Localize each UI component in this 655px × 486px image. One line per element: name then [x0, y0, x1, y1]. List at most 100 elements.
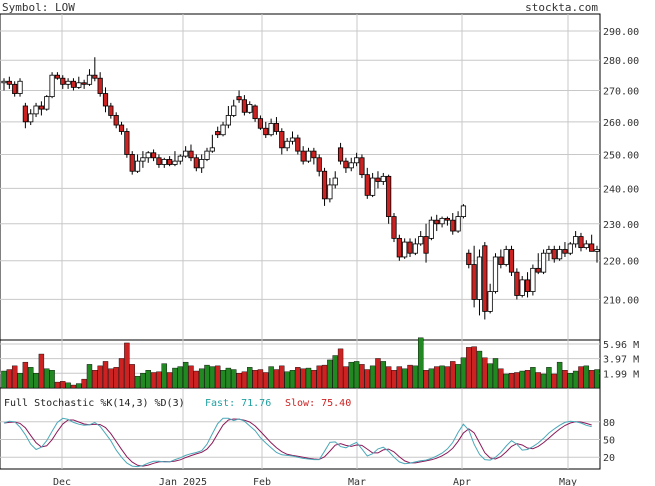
volume-bar — [588, 370, 595, 389]
volume-bar — [524, 370, 531, 389]
candle-body — [44, 96, 50, 110]
month-tick-label: Jan 2025 — [159, 477, 207, 486]
candle-body — [81, 82, 87, 85]
candle-body — [273, 123, 280, 132]
candle-body — [348, 162, 354, 169]
candle-body — [327, 184, 333, 200]
volume-tick-label: 5.96 M — [603, 340, 639, 351]
candle-body — [482, 245, 488, 312]
candle-body — [177, 155, 183, 162]
volume-bar — [129, 364, 135, 389]
volume-bar — [268, 366, 274, 389]
volume-bar — [118, 358, 125, 389]
candle-body — [353, 157, 360, 164]
volume-bar — [65, 382, 71, 389]
candle-body — [364, 174, 370, 196]
candle-body — [332, 177, 338, 186]
candle-body — [337, 147, 344, 162]
volume-bar — [156, 371, 162, 389]
site-label[interactable]: stockta.com — [525, 1, 598, 14]
volume-bar — [305, 367, 312, 389]
stochastic-lines — [3, 417, 592, 468]
candle-body — [375, 177, 381, 182]
candle-body — [370, 177, 376, 196]
candle-body — [263, 127, 269, 136]
volume-bar — [353, 361, 360, 389]
volume-bar — [113, 367, 119, 389]
candle-body — [215, 131, 221, 136]
candle-body — [257, 118, 264, 129]
candle-body — [108, 105, 114, 116]
month-tick-label: May — [559, 477, 577, 486]
candle-body — [460, 205, 467, 217]
volume-bar — [231, 369, 237, 389]
stochastic-tick-label: 50 — [603, 436, 615, 447]
volume-bar — [380, 361, 387, 389]
candle-body — [204, 150, 210, 160]
candle-body — [476, 256, 483, 300]
candle-body — [129, 154, 135, 172]
candle-body — [167, 159, 173, 165]
candle-body — [97, 77, 103, 94]
stochastic-slow-line — [3, 418, 592, 467]
candle-body — [49, 74, 55, 98]
candle-body — [546, 249, 552, 254]
volume-bar — [49, 370, 55, 389]
volume-bar — [300, 368, 306, 389]
candle-body — [6, 80, 12, 85]
candle-body — [503, 249, 509, 265]
candle-body — [444, 217, 451, 221]
volume-bar — [391, 370, 397, 389]
volume-bar — [412, 365, 419, 389]
volume-bar — [97, 365, 103, 389]
volume-bar — [316, 365, 322, 389]
candle-body — [439, 217, 445, 225]
candle-body — [583, 243, 589, 249]
volume-bar — [177, 366, 183, 389]
volume-bar — [204, 364, 210, 389]
volume-bar — [418, 337, 424, 389]
candle-body — [268, 123, 274, 136]
candle-body — [284, 140, 290, 149]
candle-body — [567, 243, 573, 254]
candle-body — [428, 219, 434, 239]
volume-bar — [166, 372, 173, 389]
candle-body — [295, 137, 301, 152]
candle-body — [161, 159, 167, 165]
candle-body — [65, 80, 71, 85]
volume-bar — [241, 371, 248, 389]
candle-body — [92, 74, 98, 79]
candle-body — [514, 271, 520, 296]
volume-bar — [578, 366, 584, 389]
volume-bar — [508, 373, 515, 389]
candle-body — [300, 150, 306, 162]
volume-bar — [434, 366, 440, 389]
candle-body — [70, 80, 77, 88]
candle-body — [519, 279, 525, 296]
candle-body — [76, 82, 82, 88]
volume-bar — [540, 373, 547, 389]
volume-bar — [311, 370, 317, 389]
volume-bar — [263, 372, 269, 389]
volume-bar — [439, 365, 445, 389]
stochastic-fast-line — [3, 417, 592, 468]
candle-body — [225, 115, 231, 126]
candle-body — [305, 150, 312, 162]
volume-bar — [428, 368, 435, 389]
price-tick-label: 280.00 — [603, 56, 639, 67]
candle-body — [188, 150, 194, 159]
candle-body — [396, 237, 402, 258]
volume-bar — [182, 361, 189, 389]
month-tick-label: Feb — [253, 477, 271, 486]
volume-bar — [279, 365, 285, 389]
volume-bar — [332, 355, 338, 389]
candle-body — [279, 131, 285, 149]
volume-bar — [487, 363, 493, 389]
price-tick-label: 260.00 — [603, 118, 639, 129]
candle-body — [589, 243, 595, 252]
candle-body — [578, 236, 584, 249]
candle-body — [241, 99, 248, 113]
volume-tick-label: 1.99 M — [603, 369, 639, 380]
candle-body — [124, 131, 130, 155]
